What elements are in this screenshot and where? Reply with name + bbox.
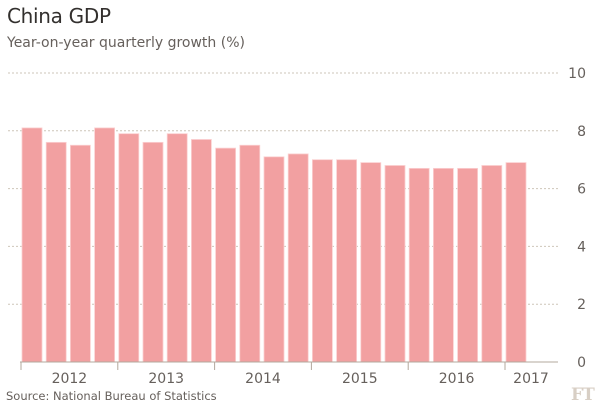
- bar: [190, 139, 212, 363]
- y-axis: 0 2 4 6 8 10: [568, 66, 586, 371]
- bar: [70, 144, 91, 363]
- bar: [263, 156, 285, 363]
- bar: [432, 167, 454, 363]
- bar: [287, 153, 309, 363]
- bar: [336, 159, 358, 363]
- bar: [457, 167, 479, 363]
- bar: [94, 127, 115, 363]
- bar: [166, 133, 188, 363]
- bar: [408, 167, 430, 363]
- bar: [360, 162, 382, 363]
- x-tick-label: 2017: [513, 371, 549, 387]
- bar: [505, 162, 527, 363]
- x-tick-label: 2015: [342, 371, 378, 387]
- y-tick-label: 6: [577, 182, 586, 198]
- y-tick-label: 10: [568, 66, 586, 82]
- x-tick-label: 2012: [52, 371, 88, 387]
- x-tick-label: 2014: [245, 371, 281, 387]
- y-tick-label: 4: [577, 239, 586, 255]
- x-tick-label: 2016: [439, 371, 475, 387]
- bar: [311, 159, 333, 363]
- bar: [239, 144, 261, 363]
- bar: [118, 133, 140, 363]
- y-tick-label: 8: [577, 124, 586, 140]
- x-axis: 2012 2013 2014 2015 2016 2017: [20, 361, 558, 387]
- bars: [21, 127, 527, 363]
- chart-subtitle: Year-on-year quarterly growth (%): [7, 35, 245, 51]
- chart-title: China GDP: [7, 4, 111, 28]
- bar: [142, 141, 164, 363]
- bar: [384, 165, 406, 363]
- bar: [215, 147, 237, 363]
- bar: [45, 141, 67, 363]
- x-tick-label: 2013: [148, 371, 184, 387]
- ft-logo: FT: [571, 385, 595, 405]
- bar: [481, 165, 503, 363]
- source-note: Source: National Bureau of Statistics: [6, 389, 217, 403]
- y-tick-label: 0: [577, 355, 586, 371]
- y-tick-label: 2: [577, 297, 586, 313]
- bar: [21, 127, 43, 363]
